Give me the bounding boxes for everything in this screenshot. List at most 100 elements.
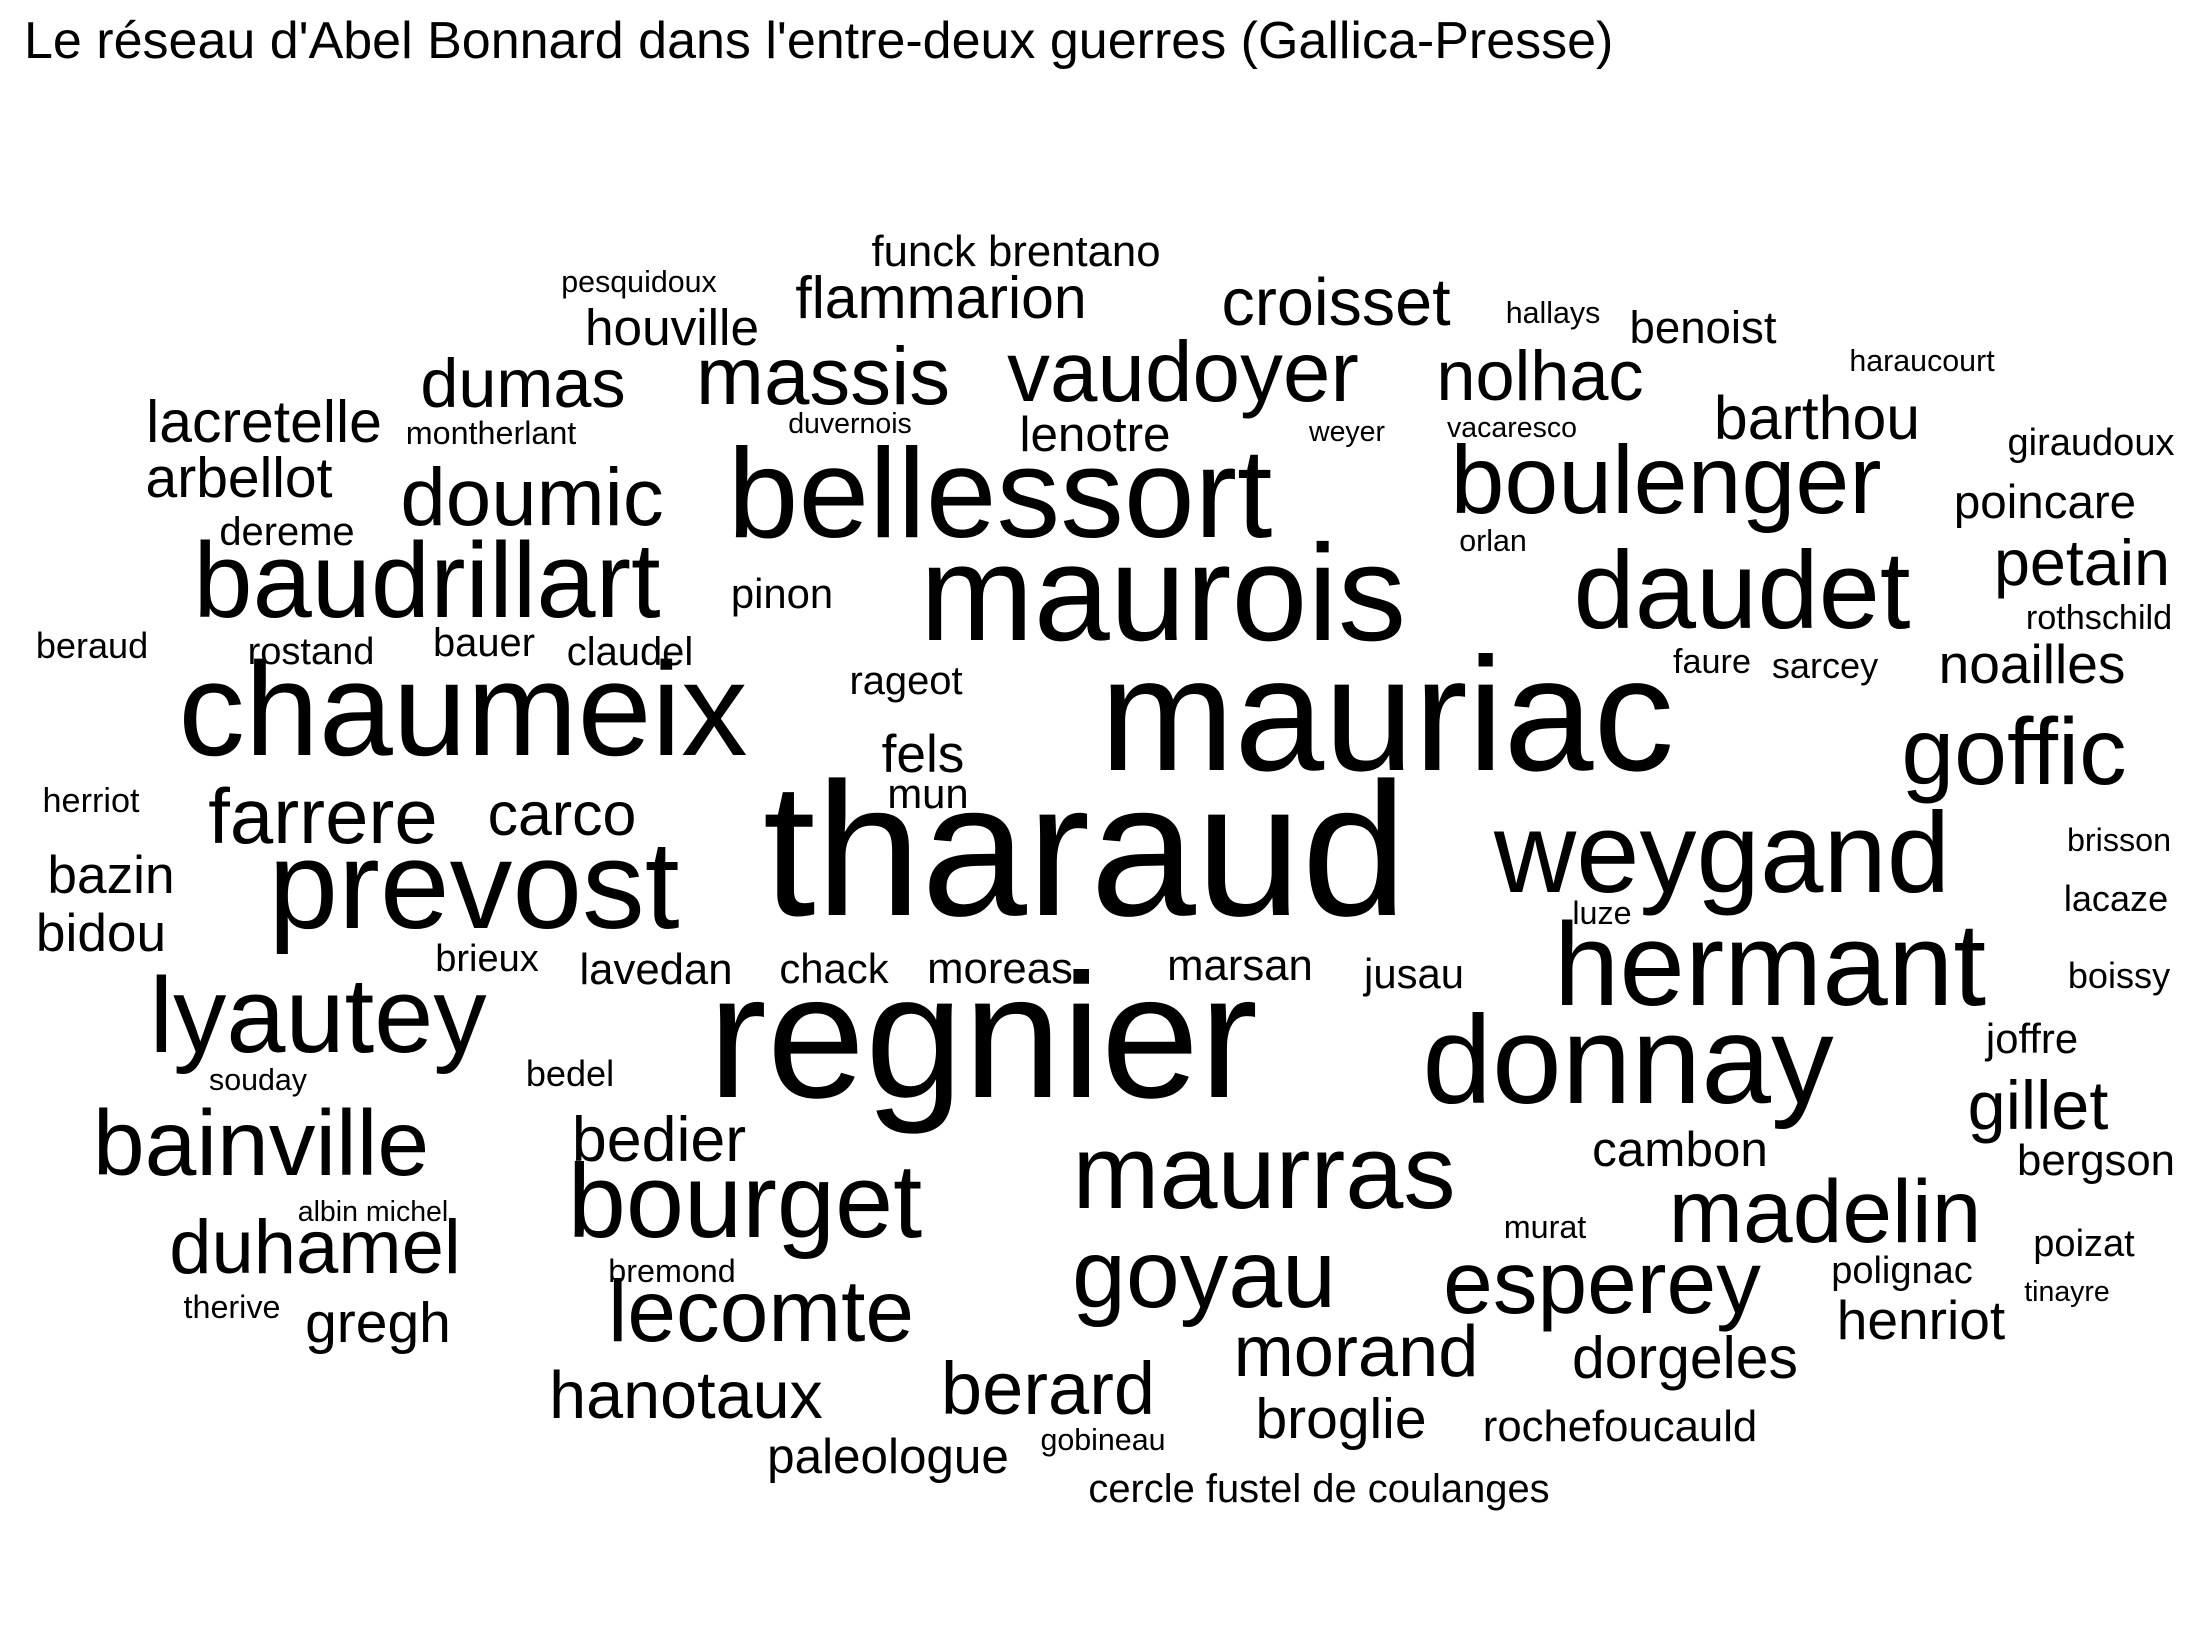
cloud-word: beraud <box>36 625 148 666</box>
cloud-word: broglie <box>1255 1387 1426 1451</box>
cloud-word: hallays <box>1506 296 1601 330</box>
cloud-word: joffre <box>1984 1015 2078 1062</box>
cloud-word: gobineau <box>1040 1423 1165 1457</box>
cloud-word: chaumeix <box>178 636 747 784</box>
cloud-word: vacaresco <box>1447 412 1577 444</box>
cloud-word: brisson <box>2067 822 2171 858</box>
cloud-word: doumic <box>400 452 663 543</box>
cloud-word: flammarion <box>795 266 1086 331</box>
cloud-word: murat <box>1504 1209 1587 1245</box>
cloud-word: haraucourt <box>1849 344 1995 378</box>
cloud-word: bourget <box>568 1143 922 1260</box>
cloud-word: lavedan <box>579 945 732 994</box>
cloud-word: barthou <box>1714 384 1920 452</box>
cloud-word: duhamel <box>169 1205 461 1290</box>
cloud-word: massis <box>696 331 950 422</box>
cloud-word: duvernois <box>788 408 912 440</box>
cloud-word: bellessort <box>728 422 1273 564</box>
cloud-word: marsan <box>1167 941 1313 990</box>
cloud-word: bremond <box>608 1253 735 1289</box>
cloud-word: lacretelle <box>146 390 382 455</box>
cloud-word: dumas <box>420 346 625 422</box>
chart-title: Le réseau d'Abel Bonnard dans l'entre-de… <box>24 12 1614 70</box>
cloud-word: lecomte <box>608 1262 914 1360</box>
cloud-word: houville <box>585 299 759 356</box>
cloud-word: poincare <box>1954 476 2136 529</box>
cloud-word: claudel <box>567 630 693 674</box>
cloud-word: pesquidoux <box>561 265 716 299</box>
cloud-word: boulenger <box>1451 425 1882 534</box>
cloud-word: hanotaux <box>549 1359 823 1433</box>
cloud-word: bedel <box>526 1053 614 1094</box>
cloud-word: morand <box>1234 1312 1479 1392</box>
cloud-word: madelin <box>1669 1161 1982 1261</box>
cloud-word: carco <box>488 780 637 848</box>
cloud-word: luze <box>1572 895 1631 931</box>
cloud-word: goffic <box>1901 699 2126 805</box>
cloud-word: weygand <box>1493 790 1950 917</box>
cloud-word: sarcey <box>1772 645 1878 686</box>
cloud-word: maurois <box>920 516 1407 669</box>
cloud-word: weyer <box>1308 416 1386 448</box>
cloud-word: therive <box>184 1289 281 1325</box>
cloud-word: moreas <box>927 944 1073 993</box>
cloud-word: daudet <box>1573 529 1910 652</box>
cloud-word: hermant <box>1554 898 1986 1030</box>
cloud-word: dereme <box>219 510 354 554</box>
cloud-word: vaudoyer <box>1007 325 1359 420</box>
cloud-word: esperey <box>1443 1232 1761 1332</box>
cloud-word: tharaud <box>763 744 1407 956</box>
cloud-word: paleologue <box>767 1429 1009 1484</box>
cloud-word: jusau <box>1362 950 1464 997</box>
cloud-word: bergson <box>2017 1136 2175 1185</box>
cloud-word: pinon <box>731 570 833 617</box>
cloud-word: orlan <box>1459 524 1527 558</box>
cloud-word: dorgeles <box>1572 1326 1798 1391</box>
cloud-word: farrere <box>208 772 437 860</box>
cloud-word: giraudoux <box>2008 422 2175 464</box>
cloud-word: regnier <box>708 938 1258 1135</box>
cloud-word: bauer <box>433 621 535 665</box>
cloud-word: maurras <box>1072 1114 1455 1231</box>
cloud-word: benoist <box>1629 302 1776 353</box>
cloud-word: gillet <box>1968 1068 2109 1144</box>
cloud-word: nolhac <box>1436 336 1643 415</box>
cloud-word: donnay <box>1422 989 1834 1130</box>
cloud-word: tinayre <box>2024 1276 2110 1308</box>
cloud-word: rothschild <box>2026 599 2172 637</box>
cloud-word: fels <box>882 725 965 784</box>
cloud-word: poizat <box>2033 1223 2135 1265</box>
cloud-word: montherlant <box>406 415 577 451</box>
cloud-word: rostand <box>248 631 375 673</box>
cloud-word: funck brentano <box>871 227 1160 276</box>
cloud-word: berard <box>941 1347 1155 1430</box>
cloud-word: prevost <box>268 814 679 955</box>
cloud-word: cambon <box>1592 1122 1768 1177</box>
cloud-word: mun <box>887 770 968 817</box>
cloud-word: faure <box>1673 643 1751 681</box>
cloud-word: lacaze <box>2064 878 2168 919</box>
cloud-word: bedier <box>572 1105 746 1175</box>
cloud-word: noailles <box>1939 633 2126 695</box>
cloud-word: boissy <box>2068 955 2170 996</box>
cloud-word: herriot <box>43 782 140 820</box>
cloud-word: brieux <box>435 938 539 980</box>
cloud-word: rochefoucauld <box>1483 1402 1757 1451</box>
cloud-word: mauriac <box>1100 625 1674 805</box>
cloud-word: gregh <box>305 1291 451 1355</box>
cloud-word: bainville <box>93 1091 429 1195</box>
cloud-word: bazin <box>47 846 174 905</box>
cloud-word: polignac <box>1831 1250 1973 1292</box>
cloud-word: lyautey <box>149 956 486 1075</box>
cloud-word: baudrillart <box>193 521 660 640</box>
cloud-word: goyau <box>1072 1219 1336 1328</box>
cloud-word: albin michel <box>298 1196 449 1228</box>
cloud-word: lenotre <box>1019 407 1170 462</box>
cloud-word: chack <box>779 945 888 992</box>
cloud-word: croisset <box>1221 266 1450 340</box>
cloud-word: cercle fustel de coulanges <box>1088 1467 1549 1511</box>
cloud-word: arbellot <box>146 446 333 510</box>
cloud-word: henriot <box>1837 1289 2005 1351</box>
cloud-word: rageot <box>849 659 962 703</box>
